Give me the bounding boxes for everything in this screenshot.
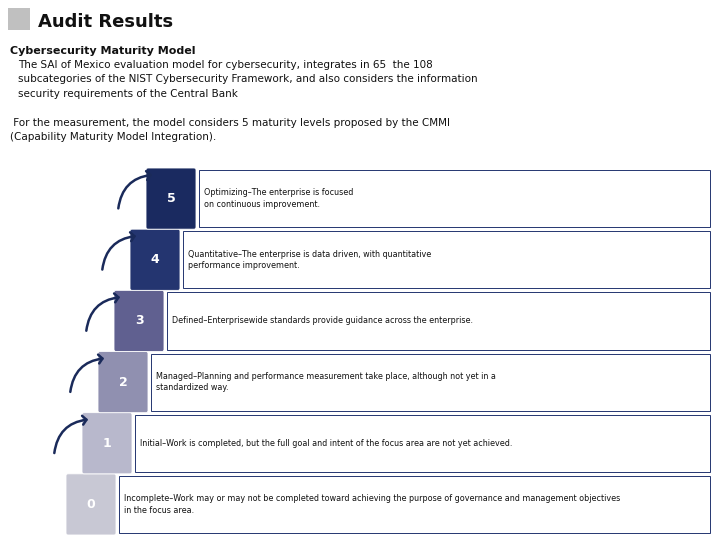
Text: Incomplete–Work may or may not be completed toward achieving the purpose of gove: Incomplete–Work may or may not be comple… (124, 494, 620, 515)
Text: 2: 2 (119, 376, 127, 389)
Text: Audit Results: Audit Results (38, 13, 173, 31)
FancyBboxPatch shape (183, 231, 710, 288)
FancyBboxPatch shape (8, 8, 30, 30)
FancyBboxPatch shape (114, 291, 164, 352)
FancyBboxPatch shape (119, 476, 710, 533)
FancyBboxPatch shape (82, 413, 132, 474)
Text: Optimizing–The enterprise is focused
on continuous improvement.: Optimizing–The enterprise is focused on … (204, 188, 354, 209)
FancyBboxPatch shape (146, 168, 196, 229)
Text: Initial–Work is completed, but the full goal and intent of the focus area are no: Initial–Work is completed, but the full … (140, 438, 513, 448)
FancyBboxPatch shape (98, 352, 148, 413)
Text: 4: 4 (150, 253, 159, 266)
Text: Cybersecurity Maturity Model: Cybersecurity Maturity Model (10, 46, 196, 56)
FancyBboxPatch shape (151, 354, 710, 410)
FancyBboxPatch shape (135, 415, 710, 472)
Text: For the measurement, the model considers 5 maturity levels proposed by the CMMI
: For the measurement, the model considers… (10, 118, 450, 143)
FancyBboxPatch shape (130, 229, 180, 291)
FancyBboxPatch shape (167, 292, 710, 349)
FancyBboxPatch shape (199, 170, 710, 227)
Text: Defined–Enterprisewide standards provide guidance across the enterprise.: Defined–Enterprisewide standards provide… (172, 316, 473, 326)
FancyBboxPatch shape (66, 474, 116, 535)
Text: 0: 0 (86, 498, 95, 511)
Text: 5: 5 (166, 192, 176, 205)
Text: 3: 3 (135, 314, 143, 327)
Text: Quantitative–The enterprise is data driven, with quantitative
performance improv: Quantitative–The enterprise is data driv… (188, 249, 431, 270)
Text: The SAI of Mexico evaluation model for cybersecurity, integrates in 65  the 108
: The SAI of Mexico evaluation model for c… (18, 60, 477, 99)
Text: Managed–Planning and performance measurement take place, although not yet in a
s: Managed–Planning and performance measure… (156, 372, 496, 392)
Text: 1: 1 (103, 437, 112, 450)
